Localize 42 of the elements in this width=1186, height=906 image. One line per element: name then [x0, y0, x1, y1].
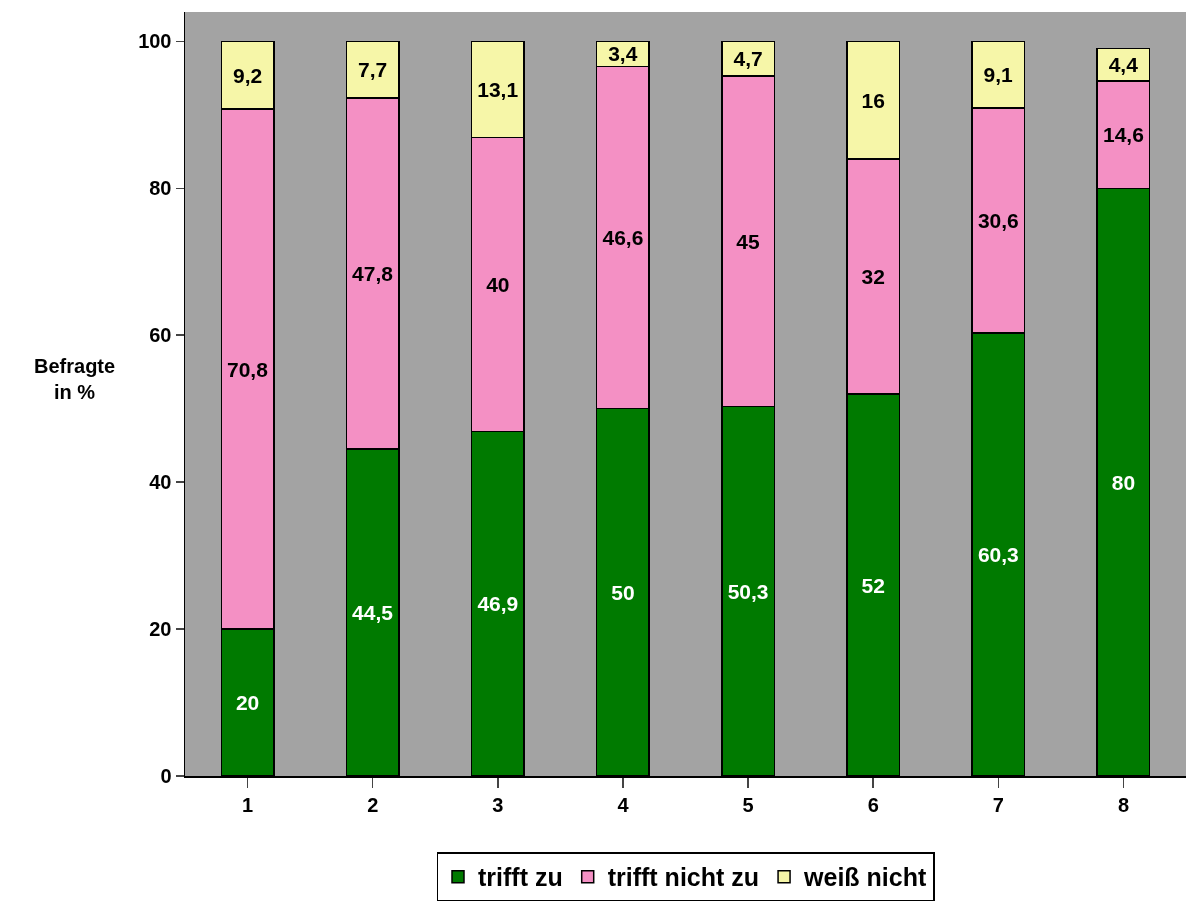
data-label: 70,8: [226, 357, 269, 381]
x-tick-label: 7: [992, 793, 1004, 816]
data-label: 45: [736, 229, 760, 253]
legend-label: trifft nicht zu: [607, 863, 760, 892]
data-label: 9,2: [232, 63, 263, 87]
y-tick-label: 40: [149, 471, 172, 494]
data-label: 13,1: [477, 78, 519, 101]
data-label: 46,6: [602, 226, 644, 250]
data-label: 4,7: [733, 47, 763, 71]
x-tick-label: 3: [492, 793, 504, 816]
data-label: 32: [861, 264, 885, 288]
x-tick-label: 5: [742, 793, 754, 816]
data-label: 44,5: [352, 601, 394, 625]
y-tick-label: 20: [149, 618, 172, 641]
y-tick-label: 80: [149, 177, 172, 200]
data-label: 50: [611, 580, 635, 604]
x-tick-label: 8: [1117, 793, 1129, 816]
x-tick-label: 2: [367, 793, 379, 816]
data-label: 14,6: [1103, 123, 1144, 147]
legend-label: weiß nicht: [803, 863, 927, 892]
y-tick-label: 0: [160, 765, 172, 787]
data-label: 30,6: [977, 209, 1019, 233]
x-tick-label: 4: [617, 793, 630, 816]
x-tick-label: 1: [242, 793, 254, 816]
data-label: 50,3: [727, 579, 769, 603]
data-label: 46,9: [477, 592, 519, 616]
data-label: 20: [235, 691, 260, 715]
data-label: 9,1: [983, 63, 1014, 87]
data-label: 60,3: [977, 543, 1019, 567]
data-label: 3,4: [608, 42, 638, 66]
data-label: 7,7: [358, 58, 388, 82]
data-label: 40: [486, 273, 510, 297]
y-tick-label: 60: [149, 324, 172, 347]
data-label: 52: [861, 573, 885, 597]
data-label: 80: [1111, 470, 1136, 494]
y-tick-label: 100: [138, 30, 172, 53]
data-label: 47,8: [352, 262, 394, 286]
data-label: 16: [861, 88, 885, 112]
y-axis-title: Befragte in %: [34, 355, 116, 403]
legend-label: trifft zu: [478, 863, 563, 892]
data-label: 4,4: [1108, 53, 1139, 77]
x-tick-label: 6: [867, 793, 879, 816]
